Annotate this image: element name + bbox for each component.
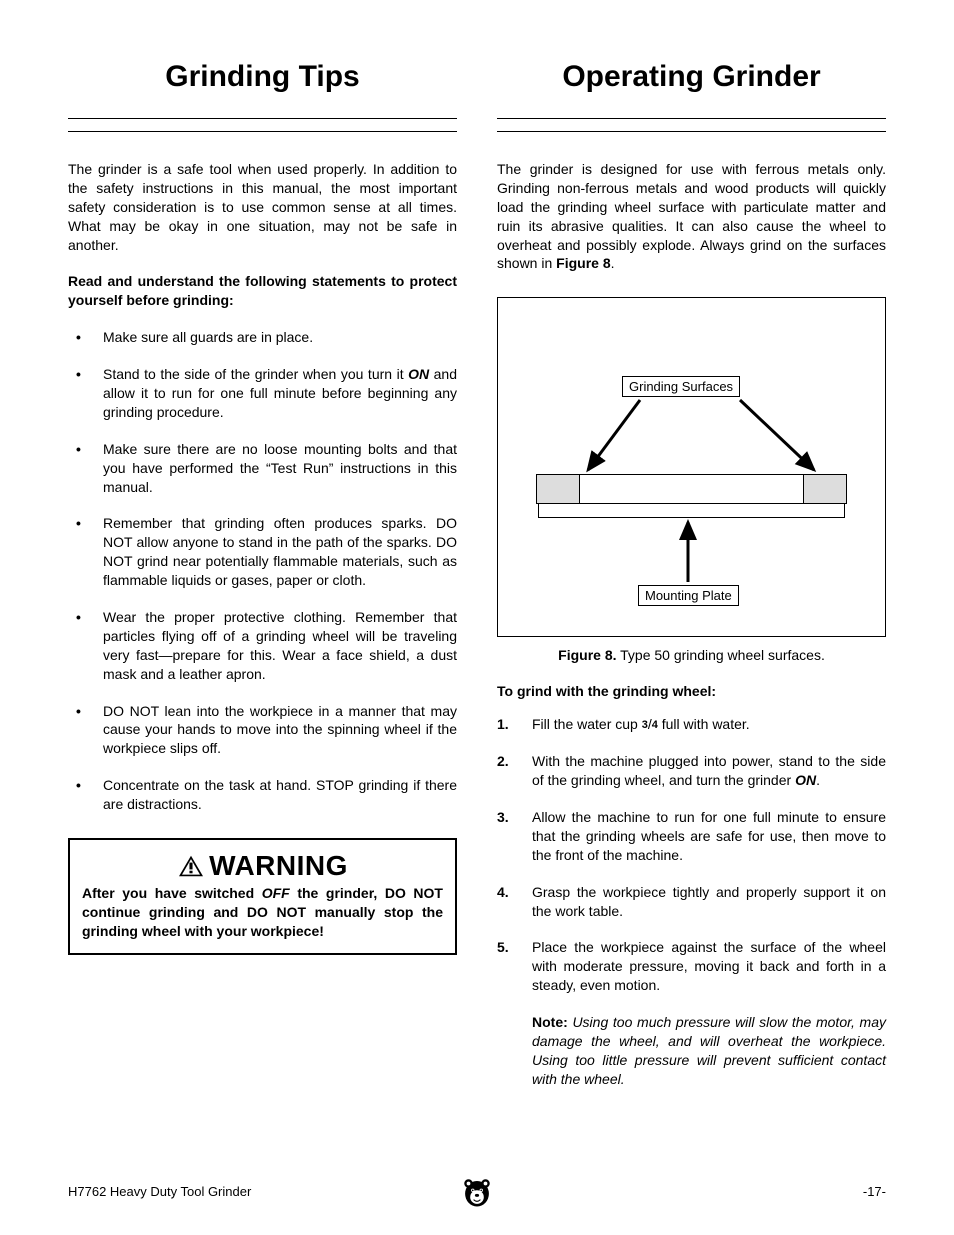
grinding-surface-left [536,474,580,504]
footer-page-number: -17- [863,1184,886,1199]
list-item: Make sure there are no loose mounting bo… [68,440,457,497]
left-intro: The grinder is a safe tool when used pro… [68,160,457,254]
steps-list: 1. Fill the water cup 3/4 full with water… [497,715,886,995]
step-number: 3. [497,808,509,827]
list-item: Stand to the side of the grinder when yo… [68,365,457,422]
left-title: Grinding Tips [68,60,457,119]
figure-caption: Figure 8. Type 50 grinding wheel surface… [497,647,886,663]
list-item: Concentrate on the task at hand. STOP gr… [68,776,457,814]
step-number: 2. [497,752,509,771]
figure-label-mounting-plate: Mounting Plate [638,585,739,606]
arrow-icon [582,396,652,476]
note-text: Using too much pressure will slow the mo… [532,1014,886,1087]
warning-label: WARNING [209,850,348,882]
page-footer: H7762 Heavy Duty Tool Grinder -17- [68,1184,886,1199]
note-label: Note: [532,1014,568,1030]
two-column-layout: Grinding Tips The grinder is a safe tool… [68,60,886,1089]
list-item: 2. With the machine plugged into power, s… [497,752,886,790]
list-item: Wear the proper protective clothing. Rem… [68,608,457,684]
list-item: 4. Grasp the workpiece tightly and proper… [497,883,886,921]
figure-caption-text: Type 50 grinding wheel surfaces. [617,647,825,663]
arrow-icon [734,396,824,476]
bear-logo-icon [460,1175,494,1209]
arrow-icon [668,516,708,586]
step-text: Allow the machine to run for one full mi… [532,809,886,863]
list-item: Remember that grinding often produces sp… [68,514,457,590]
warning-header: WARNING [82,850,443,882]
list-item: 1. Fill the water cup 3/4 full with water… [497,715,886,734]
step-text: Place the workpiece against the surface … [532,939,886,993]
step-text: Grasp the workpiece tightly and properly… [532,884,886,919]
list-item: 5. Place the workpiece against the surfac… [497,938,886,995]
grinding-surface-right [803,474,847,504]
wheel-top-row [536,474,847,504]
step-number: 4. [497,883,509,902]
warning-box: WARNING After you have switched OFF the … [68,838,457,955]
list-item: DO NOT lean into the workpiece in a mann… [68,702,457,759]
warning-triangle-icon [177,854,205,878]
right-column: Operating Grinder The grinder is designe… [497,60,886,1089]
figure-label-grinding-surfaces: Grinding Surfaces [622,376,740,397]
figure-caption-label: Figure 8. [558,647,616,663]
right-title: Operating Grinder [497,60,886,119]
list-item: Make sure all guards are in place. [68,328,457,347]
wheel-diagram [536,474,847,518]
warning-body: After you have switched OFF the grinder,… [82,884,443,941]
left-read-understand: Read and understand the following statem… [68,272,457,310]
step-number: 5. [497,938,509,957]
left-title-underline [68,131,457,132]
right-intro: The grinder is designed for use with fer… [497,160,886,273]
step-text: With the machine plugged into power, sta… [532,753,886,788]
tips-bullet-list: Make sure all guards are in place. Stand… [68,328,457,814]
figure-8-box: Grinding Surfaces [497,297,886,637]
step-text: Fill the water cup 3/4 full with water. [532,716,750,732]
right-title-underline [497,131,886,132]
footer-product-name: H7762 Heavy Duty Tool Grinder [68,1184,251,1199]
left-column: Grinding Tips The grinder is a safe tool… [68,60,457,1089]
grind-subheading: To grind with the grinding wheel: [497,683,886,699]
list-item: 3. Allow the machine to run for one full … [497,808,886,865]
wheel-body [580,474,803,504]
step-number: 1. [497,715,509,734]
note-block: Note: Using too much pressure will slow … [497,1013,886,1089]
